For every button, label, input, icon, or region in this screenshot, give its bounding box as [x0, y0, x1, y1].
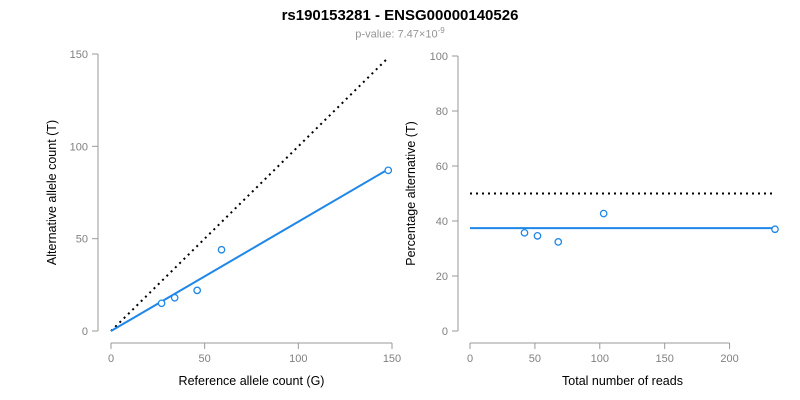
y-tick-label: 20 — [436, 271, 448, 283]
x-tick-label: 100 — [289, 353, 307, 365]
y-tick-label: 150 — [70, 49, 88, 61]
x-axis-label: Total number of reads — [562, 374, 683, 388]
x-tick-label: 50 — [529, 353, 541, 365]
data-point — [193, 286, 202, 295]
data-point — [384, 166, 393, 175]
x-tick-label: 0 — [467, 353, 473, 365]
page-title: rs190153281 - ENSG00000140526 — [281, 7, 519, 24]
data-point — [554, 238, 563, 246]
x-tick-label: 50 — [199, 353, 211, 365]
identity-diagonal-line — [110, 58, 388, 332]
y-tick-label: 50 — [76, 234, 88, 246]
pvalue-exponent: -9 — [437, 26, 445, 35]
x-tick-label: 0 — [108, 353, 114, 365]
y-tick-label: 60 — [436, 161, 448, 173]
data-point — [533, 232, 542, 240]
y-axis-label: Alternative allele count (T) — [45, 120, 59, 265]
y-tick-label: 0 — [82, 326, 88, 338]
data-point — [157, 299, 166, 308]
y-tick-label: 40 — [436, 216, 448, 228]
data-point — [599, 209, 608, 218]
y-tick-label: 100 — [70, 141, 88, 153]
pvalue-text: p-value: 7.47×10 — [355, 28, 438, 41]
y-axis-label: Percentage alternative (T) — [404, 121, 418, 266]
y-tick-label: 80 — [436, 106, 448, 118]
data-point — [520, 228, 529, 237]
x-tick-label: 100 — [591, 353, 609, 365]
data-point — [217, 245, 226, 254]
x-tick-label: 150 — [383, 353, 401, 365]
data-point — [170, 293, 179, 302]
y-tick-label: 100 — [430, 51, 448, 63]
y-tick-label: 0 — [442, 326, 448, 338]
pvalue-subtitle: p-value: 7.47×10-9 — [0, 26, 800, 41]
allelic-ratio-fit-line — [110, 168, 389, 332]
x-axis-label: Reference allele count (G) — [179, 374, 325, 388]
x-tick-label: 150 — [656, 353, 674, 365]
data-point — [771, 225, 779, 234]
x-tick-label: 200 — [720, 353, 738, 365]
